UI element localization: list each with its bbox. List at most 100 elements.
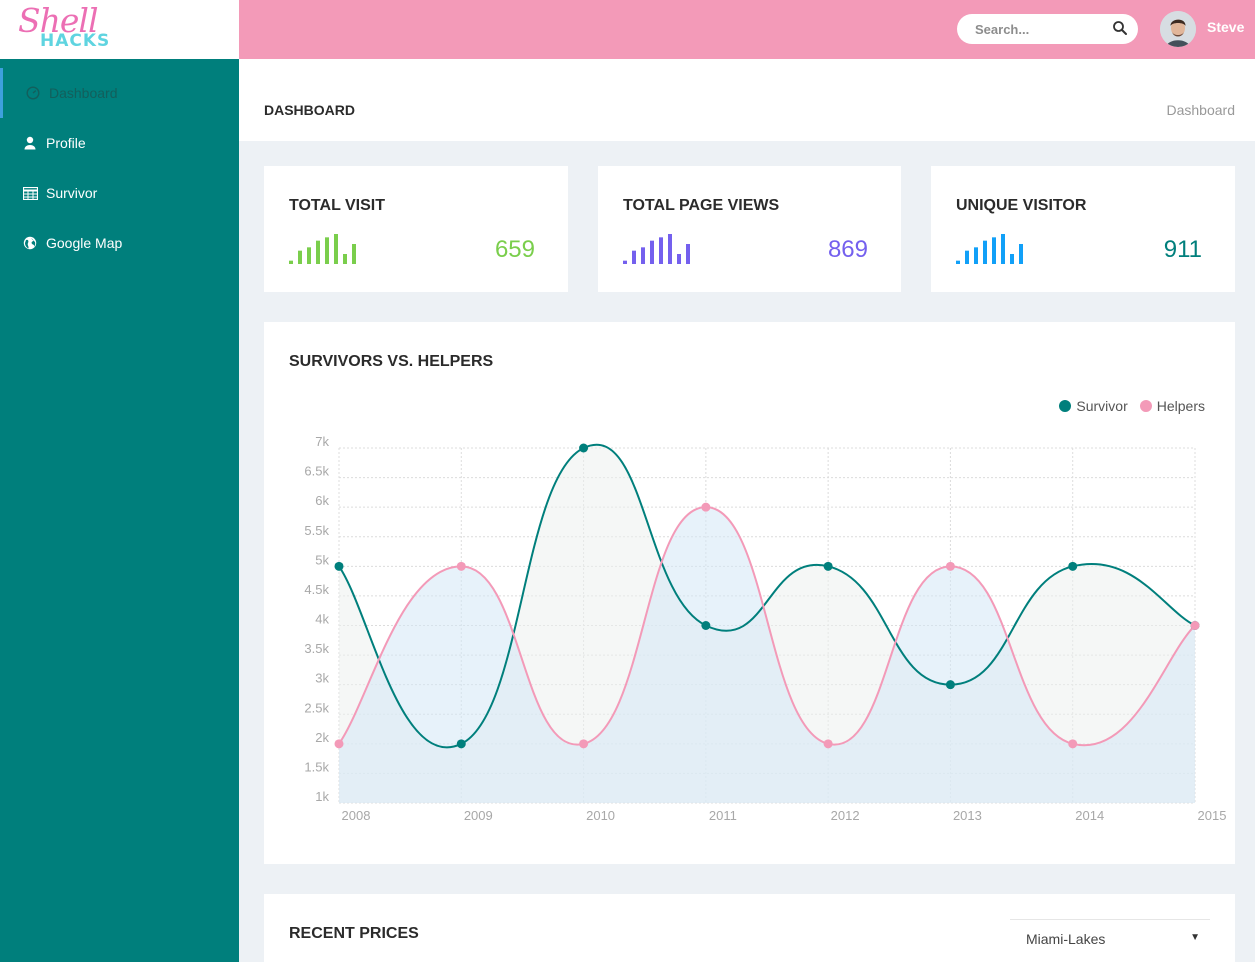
- x-tick-label: 2011: [709, 808, 737, 823]
- sparkline-bar: [659, 237, 663, 264]
- sidebar-item-label: Dashboard: [49, 85, 118, 101]
- logo-block-text: HACKS: [40, 31, 111, 51]
- stat-card-total-visit: TOTAL VISIT 659: [264, 166, 568, 292]
- x-tick-label: 2015: [1198, 808, 1227, 823]
- sparkline-bar: [677, 254, 681, 264]
- y-tick-label: 4k: [315, 612, 329, 627]
- legend-item-helpers[interactable]: Helpers: [1139, 398, 1205, 414]
- sparkline-bar: [325, 237, 329, 264]
- sparkline-bar: [974, 247, 978, 264]
- search-input[interactable]: [975, 20, 1105, 38]
- legend-item-survivor[interactable]: Survivor: [1059, 398, 1128, 414]
- data-point-survivor[interactable]: [334, 561, 344, 571]
- page-title: DASHBOARD: [264, 102, 355, 118]
- y-tick-label: 5k: [315, 552, 329, 567]
- search-icon[interactable]: [1112, 20, 1128, 36]
- stat-card-total-page-views: TOTAL PAGE VIEWS 869: [598, 166, 901, 292]
- sparkline-bar: [316, 240, 320, 264]
- chart-card: 7k 6.5k 6k 5.5k 5k 4.5k 4k 3.5k 3k 2.5k 2k 1.5k 1k 20…: [264, 322, 1235, 864]
- series-line-helpers: [338, 506, 1196, 747]
- data-point-helpers[interactable]: [701, 502, 711, 512]
- data-point-helpers[interactable]: [579, 739, 589, 749]
- breadcrumb[interactable]: Dashboard: [1166, 102, 1236, 118]
- page-title-bar: DASHBOARD Dashboard: [239, 59, 1255, 141]
- user-icon: [22, 135, 38, 151]
- sidebar-item-label: Profile: [46, 135, 86, 151]
- sparkline-bar: [298, 250, 302, 264]
- y-tick-label: 3.5k: [304, 641, 329, 656]
- data-point-helpers[interactable]: [334, 739, 344, 749]
- sparkline: [289, 234, 356, 264]
- y-tick-label: 1k: [315, 789, 329, 804]
- sparkline-bar: [1001, 234, 1005, 264]
- sidebar-item-survivor[interactable]: Survivor: [0, 168, 239, 218]
- sparkline-bar: [343, 254, 347, 264]
- sparkline: [956, 234, 1023, 264]
- sidebar-item-profile[interactable]: Profile: [0, 118, 239, 168]
- data-point-helpers[interactable]: [456, 561, 466, 571]
- sparkline-bar: [668, 234, 672, 264]
- avatar[interactable]: [1160, 11, 1196, 47]
- y-tick-label: 1.5k: [304, 759, 329, 774]
- location-select-value: Miami-Lakes: [1026, 931, 1106, 947]
- user-name[interactable]: Steve: [1207, 19, 1245, 35]
- chart-title: SURVIVORS VS. HELPERS: [289, 353, 494, 370]
- y-tick-label: 6k: [315, 493, 329, 508]
- data-point-survivor[interactable]: [945, 680, 955, 690]
- data-point-helpers[interactable]: [823, 739, 833, 749]
- data-point-survivor[interactable]: [579, 443, 589, 453]
- globe-icon: [22, 235, 38, 251]
- sidebar-item-label: Survivor: [46, 185, 98, 201]
- stat-title: UNIQUE VISITOR: [956, 197, 1087, 214]
- sparkline-bar: [632, 250, 636, 264]
- search-box[interactable]: [957, 14, 1138, 44]
- sparkline-bar: [289, 260, 293, 264]
- location-select[interactable]: Miami-Lakes ▼: [1010, 919, 1210, 957]
- data-point-survivor[interactable]: [456, 739, 466, 749]
- sidebar-item-label: Google Map: [46, 235, 123, 251]
- stat-title: TOTAL VISIT: [289, 197, 386, 214]
- y-tick-label: 7k: [315, 434, 329, 449]
- chart-legend: Survivor Helpers: [1047, 398, 1205, 414]
- sparkline: [623, 234, 690, 264]
- section-title: RECENT PRICES: [289, 925, 419, 942]
- stat-value: 869: [827, 236, 868, 263]
- sparkline-bar: [686, 244, 690, 264]
- y-tick-label: 2.5k: [304, 700, 329, 715]
- data-point-survivor[interactable]: [701, 621, 711, 630]
- sparkline-bar: [334, 234, 338, 264]
- x-tick-label: 2012: [831, 808, 860, 823]
- y-tick-label: 2k: [315, 730, 329, 745]
- top-navbar: Steve: [239, 0, 1255, 59]
- data-point-survivor[interactable]: [823, 561, 833, 571]
- sidebar: Dashboard Profile Survivor Google Map: [0, 59, 239, 962]
- recent-prices-card: RECENT PRICES Miami-Lakes ▼: [264, 894, 1235, 962]
- data-point-helpers[interactable]: [945, 561, 955, 571]
- data-point-helpers[interactable]: [1068, 739, 1078, 749]
- sparkline-bar: [965, 250, 969, 264]
- logo-script-text: Shell: [18, 1, 98, 40]
- x-tick-label: 2009: [464, 808, 493, 823]
- legend-label: Helpers: [1156, 398, 1205, 414]
- stat-title: TOTAL PAGE VIEWS: [623, 197, 780, 214]
- stat-value: 659: [494, 236, 535, 263]
- sparkline-bar: [650, 240, 654, 264]
- sidebar-item-google-map[interactable]: Google Map: [0, 218, 239, 268]
- legend-dot: [1059, 400, 1072, 412]
- sparkline-bar: [956, 260, 960, 264]
- line-chart: 7k 6.5k 6k 5.5k 5k 4.5k 4k 3.5k 3k 2.5k 2k 1.5k 1k 20…: [304, 434, 1227, 823]
- sidebar-item-dashboard[interactable]: Dashboard: [0, 68, 239, 118]
- data-point-survivor[interactable]: [1068, 561, 1078, 571]
- dashboard-icon: [25, 85, 41, 101]
- legend-dot: [1139, 400, 1152, 412]
- logo[interactable]: Shell HACKS: [0, 0, 239, 59]
- sparkline-bar: [983, 240, 987, 264]
- stat-card-unique-visitor: UNIQUE VISITOR 911: [931, 166, 1235, 292]
- y-tick-label: 4.5k: [304, 582, 329, 597]
- y-tick-label: 5.5k: [304, 523, 329, 538]
- sparkline-bar: [623, 260, 627, 264]
- x-tick-label: 2008: [342, 808, 371, 823]
- data-point-helpers[interactable]: [1190, 621, 1200, 630]
- sparkline-bar: [307, 247, 311, 264]
- y-tick-label: 3k: [315, 671, 329, 686]
